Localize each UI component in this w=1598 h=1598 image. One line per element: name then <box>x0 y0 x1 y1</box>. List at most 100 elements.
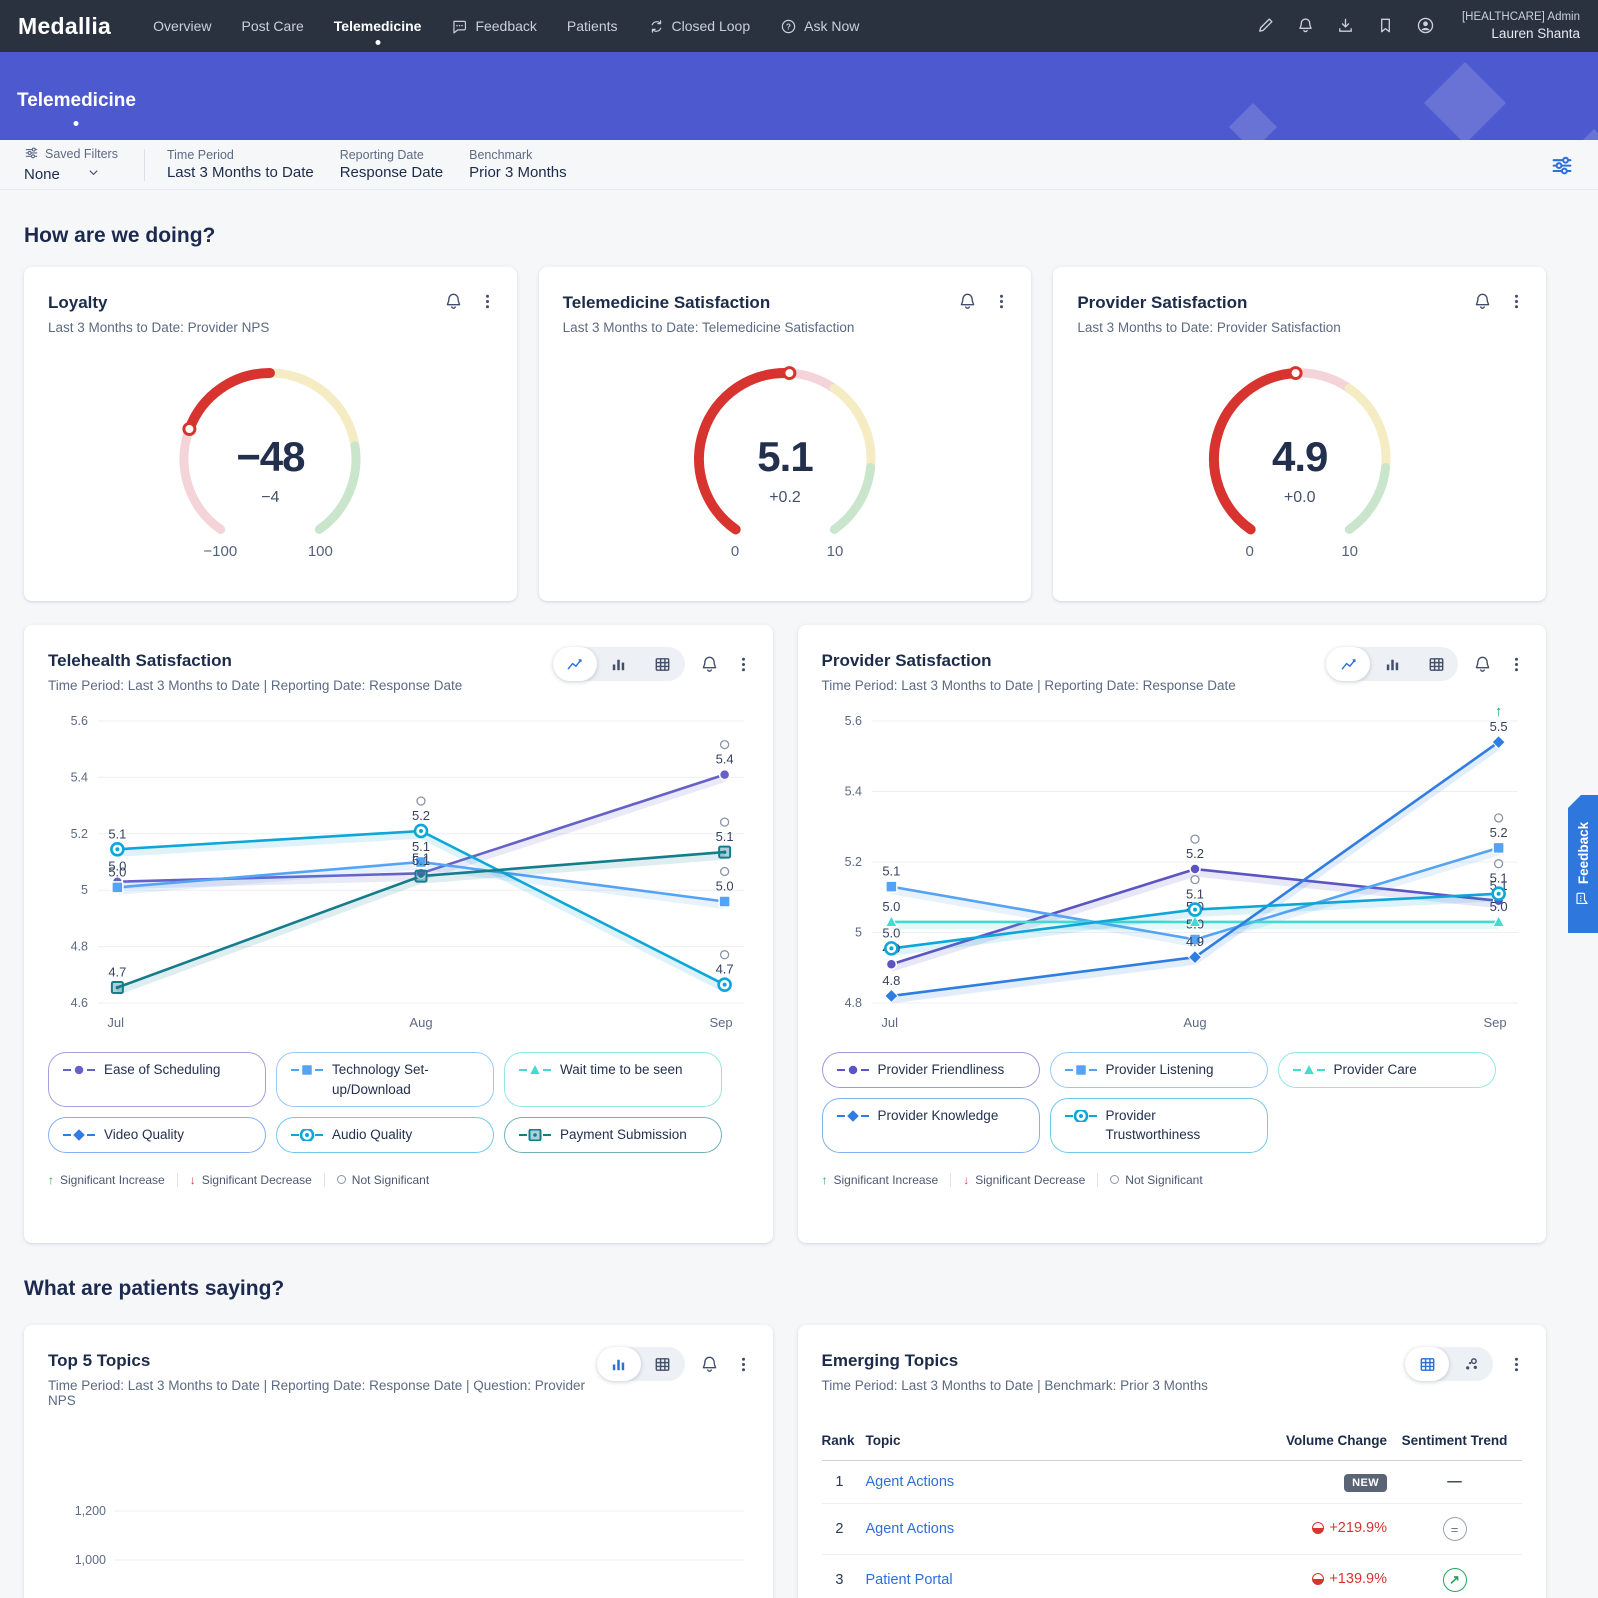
card-subtitle: Time Period: Last 3 Months to Date | Ben… <box>821 1378 1208 1393</box>
filter-time-period[interactable]: Time Period Last 3 Months to Date <box>166 148 314 181</box>
data-point[interactable] <box>884 880 898 893</box>
chevron-down-icon[interactable] <box>86 165 101 184</box>
filter-benchmark[interactable]: Benchmark Prior 3 Months <box>469 148 567 181</box>
bar-chart-view-button[interactable] <box>597 647 641 681</box>
data-point[interactable] <box>1188 914 1201 928</box>
data-point[interactable] <box>1187 949 1202 965</box>
data-label: 5.1 <box>412 853 430 868</box>
data-point[interactable] <box>883 941 899 956</box>
filter-reporting-date[interactable]: Reporting Date Response Date <box>339 148 444 181</box>
gauge-min-label: 0 <box>730 543 740 560</box>
bell-icon[interactable] <box>699 1354 720 1375</box>
saved-filters-value[interactable]: None <box>24 166 60 183</box>
data-point[interactable] <box>718 895 731 908</box>
rank-cell: 3 <box>821 1554 866 1598</box>
nav-item-ask-now[interactable]: ? Ask Now <box>780 2 859 51</box>
nav-item-closed-loop[interactable]: Closed Loop <box>648 2 750 51</box>
data-point[interactable] <box>1490 886 1506 902</box>
data-point[interactable] <box>884 914 898 928</box>
view-toggle <box>596 1347 685 1381</box>
legend-pill-audio-quality[interactable]: Audio Quality <box>276 1117 494 1153</box>
bar-chart-view-button[interactable] <box>596 1347 641 1381</box>
kebab-menu-icon[interactable] <box>1507 655 1526 674</box>
download-icon[interactable] <box>1336 16 1355 35</box>
topic-link[interactable]: Agent Actions <box>865 1474 955 1490</box>
data-point[interactable] <box>413 823 429 839</box>
volume-direction-icon <box>1312 1573 1325 1585</box>
data-point[interactable] <box>1187 902 1202 917</box>
bell-icon[interactable] <box>1296 16 1315 35</box>
bell-icon[interactable] <box>1472 291 1493 312</box>
data-point[interactable] <box>110 842 125 857</box>
legend-pill-provider-listening[interactable]: Provider Listening <box>1049 1052 1268 1088</box>
kebab-menu-icon[interactable] <box>734 655 753 674</box>
feedback-tab[interactable]: Feedback <box>1568 795 1598 933</box>
kebab-menu-icon[interactable] <box>734 1355 753 1374</box>
nav-right-icons: [HEALTHCARE] Admin Lauren Shanta <box>1256 10 1580 42</box>
data-point[interactable] <box>1491 914 1505 928</box>
not-significant-icon <box>1493 813 1503 823</box>
kebab-menu-icon[interactable] <box>1507 292 1526 311</box>
filter-settings-icon[interactable] <box>1550 153 1574 177</box>
data-point[interactable] <box>883 988 899 1004</box>
saved-filters[interactable]: Saved Filters None <box>24 145 118 184</box>
medallia-logo[interactable]: Medallia <box>18 12 112 39</box>
table-view-button[interactable] <box>641 1347 685 1381</box>
legend-pill-provider-friendliness[interactable]: Provider Friendliness <box>821 1052 1040 1088</box>
svg-text:Sep: Sep <box>1483 1015 1506 1030</box>
kebab-menu-icon[interactable] <box>1507 1355 1526 1374</box>
data-point[interactable] <box>718 768 731 781</box>
topic-link[interactable]: Agent Actions <box>865 1521 955 1537</box>
data-point[interactable] <box>414 869 428 883</box>
col-topic: Topic <box>865 1423 1237 1461</box>
topic-link[interactable]: Patient Portal <box>865 1572 953 1588</box>
gauge-min-label: −100 <box>203 543 238 560</box>
nav-item-overview[interactable]: Overview <box>153 18 212 34</box>
legend-pill-provider-knowledge[interactable]: Provider Knowledge <box>821 1097 1040 1153</box>
data-point[interactable] <box>110 980 124 994</box>
data-point[interactable] <box>718 845 732 859</box>
bookmark-icon[interactable] <box>1376 16 1395 35</box>
nav-item-patients[interactable]: Patients <box>566 18 618 34</box>
pencil-icon[interactable] <box>1256 16 1275 35</box>
data-point[interactable] <box>1188 863 1201 875</box>
gauge-change: +0.2 <box>769 489 801 506</box>
nav-item-feedback[interactable]: Feedback <box>451 2 537 51</box>
legend-pill-payment-submission[interactable]: Payment Submission <box>504 1117 722 1153</box>
data-point[interactable] <box>414 855 428 869</box>
data-point[interactable] <box>717 977 732 992</box>
legend-pill-provider-trustworthiness[interactable]: Provider Trustworthiness <box>1049 1097 1268 1153</box>
user-block[interactable]: [HEALTHCARE] Admin Lauren Shanta <box>1462 10 1580 42</box>
legend-pill-video-quality[interactable]: Video Quality <box>48 1117 266 1153</box>
table-view-button[interactable] <box>1405 1347 1449 1381</box>
line-chart: 4.8 5 5.2 5.4 5.6 Jul Aug Sep 4.9 5.2 5.1 5.1 5.0 5.2… <box>844 703 1518 1030</box>
scatter-view-button[interactable] <box>1449 1347 1493 1381</box>
line-chart-view-button[interactable] <box>552 647 597 681</box>
gauge-row: Loyalty Last 3 Months to Date: Provider … <box>24 267 1547 601</box>
legend-pill-ease-of-scheduling[interactable]: Ease of Scheduling <box>48 1052 266 1108</box>
table-view-button[interactable] <box>641 647 685 681</box>
data-point[interactable] <box>111 881 124 894</box>
kebab-menu-icon[interactable] <box>992 292 1011 311</box>
data-point[interactable] <box>1490 734 1506 750</box>
legend-pill-wait-time-to-be-seen[interactable]: Wait time to be seen <box>504 1052 722 1108</box>
user-icon[interactable] <box>1416 16 1435 35</box>
kebab-menu-icon[interactable] <box>478 292 497 311</box>
data-point[interactable] <box>1491 841 1505 855</box>
data-point[interactable] <box>1188 933 1201 946</box>
volume-change-cell: +139.9% <box>1237 1554 1387 1598</box>
table-view-button[interactable] <box>1414 647 1458 681</box>
bell-icon[interactable] <box>699 654 720 675</box>
bell-icon[interactable] <box>443 291 464 312</box>
bell-icon[interactable] <box>957 291 978 312</box>
line-chart-view-button[interactable] <box>1326 647 1370 681</box>
data-point[interactable] <box>885 958 897 970</box>
data-label: 5.4 <box>716 752 734 767</box>
data-label: 5.1 <box>716 829 734 844</box>
bell-icon[interactable] <box>1472 654 1493 675</box>
legend-pill-provider-care[interactable]: Provider Care <box>1277 1052 1496 1088</box>
nav-item-post-care[interactable]: Post Care <box>241 18 304 34</box>
nav-item-telemedicine[interactable]: Telemedicine <box>334 2 422 50</box>
bar-chart-view-button[interactable] <box>1370 647 1414 681</box>
legend-pill-technology-set-up-download[interactable]: Technology Set-up/Download <box>276 1052 494 1108</box>
